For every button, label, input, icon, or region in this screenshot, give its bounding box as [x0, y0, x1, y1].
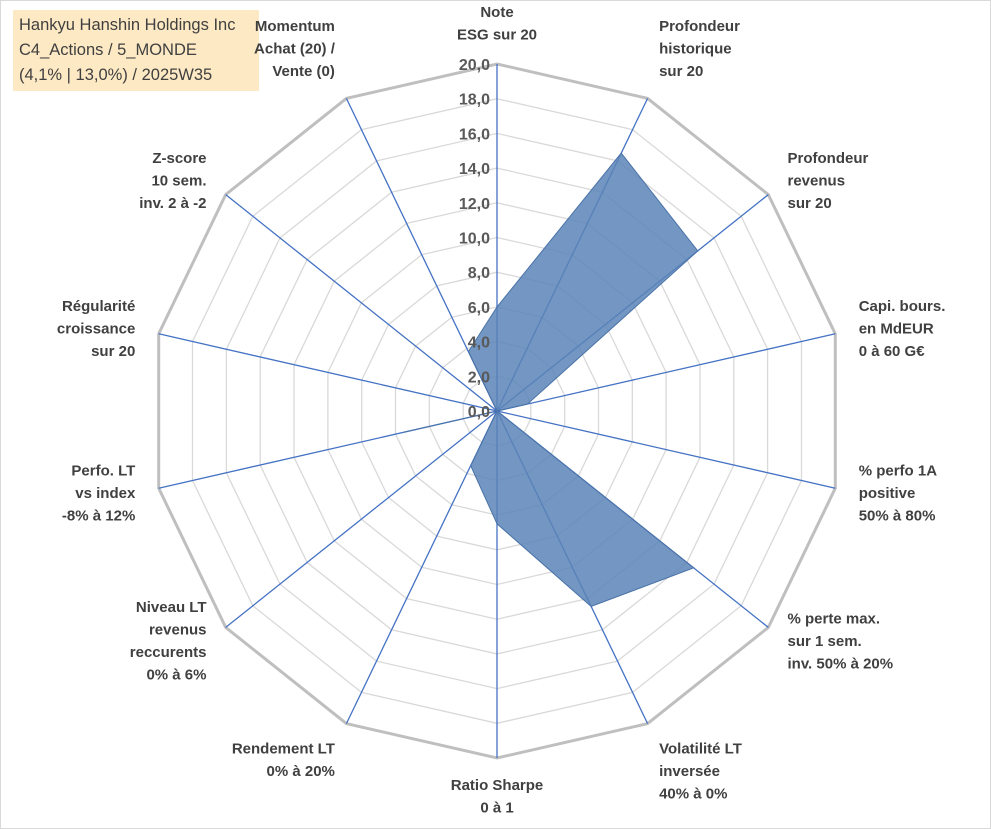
- title-box: Hankyu Hanshin Holdings Inc C4_Actions /…: [13, 10, 259, 91]
- company-name: Hankyu Hanshin Holdings Inc: [19, 16, 236, 34]
- tick-label: 10,0: [459, 231, 490, 248]
- tick-label: 14,0: [459, 161, 490, 178]
- axis-label-line: Profondeur: [659, 18, 740, 35]
- radar-axis-labels: Note ESG sur 20 Profondeur historique sur 20…: [57, 4, 945, 817]
- tick-label: 20,0: [459, 57, 490, 74]
- radar-spoke: [225, 410, 498, 628]
- axis-label-line: ESG sur 20: [457, 27, 537, 44]
- axis-label-line: 0 à 1: [480, 800, 513, 817]
- axis-label: Capi. bours. en MdEUR 0 à 60 G€: [859, 298, 946, 360]
- axis-label-line: Note: [480, 4, 513, 21]
- axis-label-line: Rendement LT: [232, 741, 335, 758]
- axis-label-line: inversée: [659, 763, 720, 780]
- axis-label-line: Régularité: [62, 298, 135, 315]
- axis-label-line: 10 sem.: [151, 173, 206, 190]
- tick-label: 16,0: [459, 126, 490, 143]
- axis-label: Niveau LT revenus reccurents 0% à 6%: [130, 599, 207, 684]
- axis-label: Rendement LT 0% à 20%: [232, 741, 335, 781]
- axis-label-line: 0% à 6%: [146, 667, 206, 684]
- axis-label-line: Profondeur: [788, 150, 869, 167]
- axis-label-line: sur 1 sem.: [788, 633, 862, 650]
- axis-label-line: positive: [859, 485, 916, 502]
- axis-label-line: 50% à 80%: [859, 507, 936, 524]
- tick-label: 6,0: [468, 300, 490, 317]
- axis-label-line: 40% à 0%: [659, 786, 727, 803]
- axis-label: Note ESG sur 20: [457, 4, 537, 44]
- axis-label-line: inv. 50% à 20%: [788, 655, 894, 672]
- axis-label-line: 0% à 20%: [267, 763, 335, 780]
- axis-label-line: Volatilité LT: [659, 741, 742, 758]
- axis-label-line: Vente (0): [272, 63, 335, 80]
- tick-label: 8,0: [468, 265, 490, 282]
- axis-label-line: Momentum: [255, 18, 335, 35]
- axis-label-line: sur 20: [788, 195, 832, 212]
- axis-label: Ratio Sharpe 0 à 1: [451, 777, 544, 817]
- axis-label-line: revenus: [149, 622, 207, 639]
- axis-label-line: historique: [659, 41, 732, 58]
- radar-tick-labels: 0,0 2,0 4,0 6,0 8,0 10,0 12,0 14,0 16,0 18,0 20,0: [459, 57, 490, 421]
- portfolio-label: C4_Actions / 5_MONDE: [19, 41, 197, 59]
- axis-label-line: en MdEUR: [859, 321, 934, 338]
- axis-label-line: Ratio Sharpe: [451, 777, 544, 794]
- axis-label: Régularité croissance sur 20: [57, 298, 135, 360]
- axis-label-line: % perfo 1A: [859, 462, 938, 479]
- axis-label-line: sur 20: [659, 63, 703, 80]
- axis-label-line: vs index: [75, 485, 136, 502]
- axis-label-line: 0 à 60 G€: [859, 343, 926, 360]
- series-area: [403, 152, 699, 607]
- radar-series: [403, 152, 699, 607]
- axis-label: Volatilité LT inversée 40% à 0%: [659, 741, 742, 803]
- axis-label: Profondeur revenus sur 20: [788, 150, 869, 212]
- axis-label: Momentum Achat (20) / Vente (0): [254, 18, 336, 80]
- tick-label: 4,0: [468, 335, 490, 352]
- axis-label: Perfo. LT vs index -8% à 12%: [62, 462, 136, 524]
- stats-label: (4,1% | 13,0%) / 2025W35: [19, 66, 213, 84]
- axis-label-line: revenus: [788, 173, 846, 190]
- axis-label-line: inv. 2 à -2: [139, 195, 206, 212]
- axis-label: Profondeur historique sur 20: [659, 18, 740, 80]
- tick-label: 18,0: [459, 92, 490, 109]
- tick-label: 12,0: [459, 196, 490, 213]
- axis-label-line: Achat (20) /: [254, 41, 336, 58]
- axis-label-line: reccurents: [130, 644, 207, 661]
- axis-label-line: croissance: [57, 321, 135, 338]
- axis-label-line: Capi. bours.: [859, 298, 946, 315]
- axis-label-line: -8% à 12%: [62, 507, 135, 524]
- radar-spoke: [496, 333, 836, 412]
- axis-label-line: sur 20: [91, 343, 135, 360]
- radar-spoke: [225, 194, 498, 412]
- axis-label-line: Perfo. LT: [71, 462, 135, 479]
- tick-label: 2,0: [468, 369, 490, 386]
- axis-label: Z-score 10 sem. inv. 2 à -2: [139, 150, 206, 212]
- axis-label: % perte max. sur 1 sem. inv. 50% à 20%: [788, 610, 894, 672]
- axis-label-line: Niveau LT: [136, 599, 207, 616]
- tick-label: 0,0: [468, 404, 490, 421]
- radar-spoke: [158, 333, 498, 412]
- radar-spoke: [496, 410, 836, 489]
- axis-label: % perfo 1A positive 50% à 80%: [859, 462, 938, 524]
- axis-label-line: Z-score: [152, 150, 206, 167]
- axis-label-line: % perte max.: [788, 610, 881, 627]
